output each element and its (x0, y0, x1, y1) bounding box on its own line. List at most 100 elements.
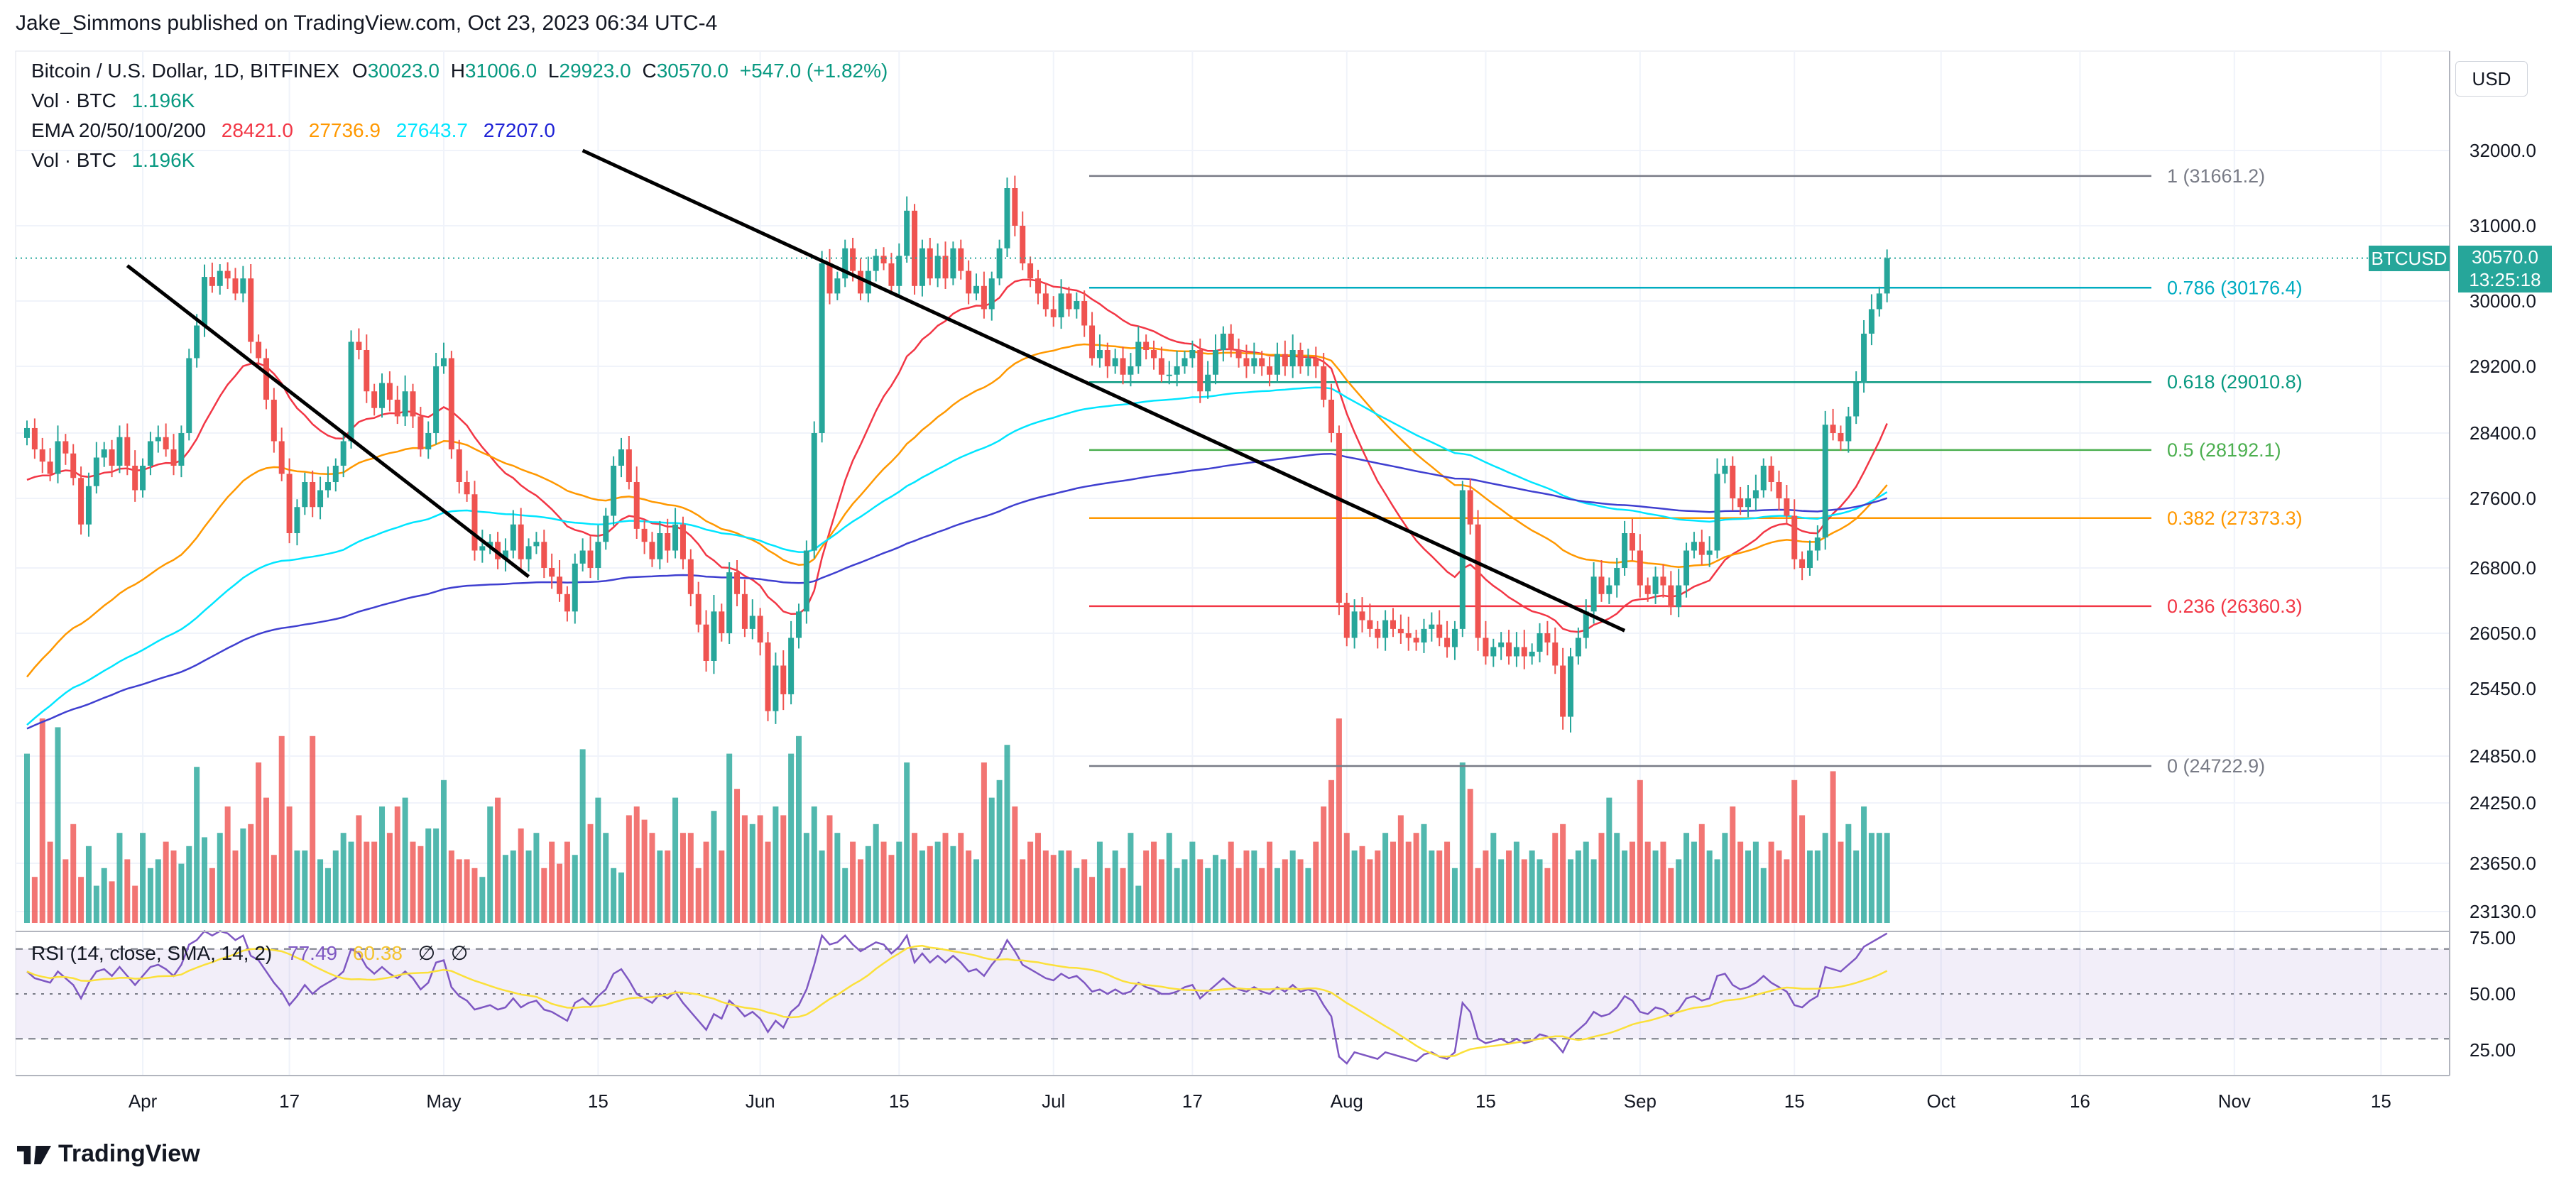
candle-body (364, 350, 370, 392)
candle-body (1282, 354, 1288, 366)
candle-body (394, 400, 400, 417)
time-tick-label: 15 (889, 1090, 910, 1112)
candle-body (1004, 188, 1010, 248)
candle-body (1560, 665, 1566, 717)
volume-bar (240, 828, 246, 923)
candle-body (1537, 633, 1543, 652)
volume-bar (680, 833, 686, 923)
candle-body (1575, 638, 1581, 657)
candle-body (101, 449, 107, 458)
volume-bar (340, 833, 346, 923)
volume-bar (1560, 824, 1566, 923)
volume-bar (495, 797, 501, 923)
volume-bar (124, 859, 131, 923)
candle-body (1521, 647, 1527, 657)
volume-bar (47, 841, 53, 923)
candle-body (456, 449, 462, 482)
bar-countdown: 13:25:18 (2469, 269, 2541, 290)
volume-bar (1660, 841, 1666, 923)
candle-body (680, 524, 686, 559)
candle-body (919, 248, 925, 286)
time-tick-label: 17 (279, 1090, 300, 1112)
candle-body (1228, 334, 1234, 350)
candle-body (1529, 652, 1535, 657)
volume-bar (773, 806, 779, 923)
candle-body (873, 256, 879, 271)
volume-legend[interactable]: Vol · BTC 1.196K (31, 89, 195, 112)
volume-bar (1876, 833, 1882, 923)
candle-body (1513, 647, 1519, 657)
volume-bar (248, 824, 254, 923)
candle-body (116, 437, 123, 466)
volume-bar (626, 815, 632, 923)
candle-body (1706, 550, 1713, 555)
ema-legend[interactable]: EMA 20/50/100/200 28421.0 27736.9 27643.… (31, 119, 555, 142)
candle-body (1506, 642, 1512, 657)
candle-body (1359, 611, 1365, 620)
volume-bar (1590, 859, 1597, 923)
candle-body (796, 611, 802, 638)
symbol-title[interactable]: Bitcoin / U.S. Dollar, 1D, BITFINEX (31, 60, 340, 82)
tradingview-logo[interactable]: TradingView (17, 1140, 200, 1168)
fib-level-label: 0.236 (26360.3) (2167, 596, 2303, 617)
volume-bar (1676, 859, 1682, 923)
candle-body (1143, 341, 1150, 350)
volume-bar (1405, 841, 1412, 923)
candle-body (1313, 358, 1319, 366)
candle-body (302, 482, 308, 508)
volume-bar (734, 789, 741, 923)
currency-button[interactable]: USD (2455, 61, 2528, 97)
close-label: C (642, 60, 657, 82)
candle-body (1089, 325, 1096, 359)
candle-body (425, 433, 432, 449)
volume-bar (1814, 850, 1821, 923)
volume-bar (695, 868, 702, 923)
rsi-sma-line (26, 944, 1888, 1058)
volume-bar (1390, 841, 1396, 923)
candle-body (317, 490, 324, 508)
volume-legend-2[interactable]: Vol · BTC 1.196K (31, 149, 195, 172)
volume-bar (1413, 833, 1419, 923)
candle-body (464, 482, 470, 495)
volume-bar (525, 850, 532, 923)
candle-body (1351, 611, 1358, 638)
volume-bar (587, 824, 594, 923)
candle-body (194, 325, 200, 359)
volume-bar (1336, 718, 1342, 923)
volume-bar (1668, 868, 1674, 923)
candle-body (1799, 559, 1806, 568)
candle-body (1838, 433, 1844, 442)
volume-bar (263, 797, 269, 923)
volume-bar (232, 850, 239, 923)
candle-body (687, 559, 694, 594)
candle-body (1104, 350, 1110, 366)
last-price-value: 30570.0 (2472, 246, 2538, 268)
volume-bar (888, 855, 895, 923)
volume-bar (1784, 859, 1790, 923)
volume-bar (1583, 841, 1589, 923)
volume-bar (1359, 846, 1365, 923)
rsi-legend[interactable]: RSI (14, close, SMA, 14, 2) 77.49 60.38 … (31, 941, 468, 965)
candle-body (1274, 354, 1280, 375)
candle-body (332, 466, 339, 482)
candle-body (927, 248, 933, 279)
volume-bar (1444, 841, 1451, 923)
candle-body (518, 524, 524, 559)
volume-bar (1212, 855, 1218, 923)
candle-body (294, 507, 300, 533)
volume-bar (39, 718, 45, 923)
volume-bar (950, 846, 956, 923)
volume-bar (194, 767, 200, 923)
candle-body (803, 550, 809, 612)
candle-body (788, 638, 795, 694)
volume-bar (464, 859, 470, 923)
candle-body (510, 524, 516, 551)
candle-body (209, 277, 215, 286)
volume-bar (1096, 841, 1103, 923)
price-tick-label: 29200.0 (2469, 356, 2536, 377)
candle-body (958, 248, 964, 271)
candle-body (1853, 383, 1860, 417)
candle-body (672, 524, 679, 551)
candle-body (1390, 620, 1396, 629)
